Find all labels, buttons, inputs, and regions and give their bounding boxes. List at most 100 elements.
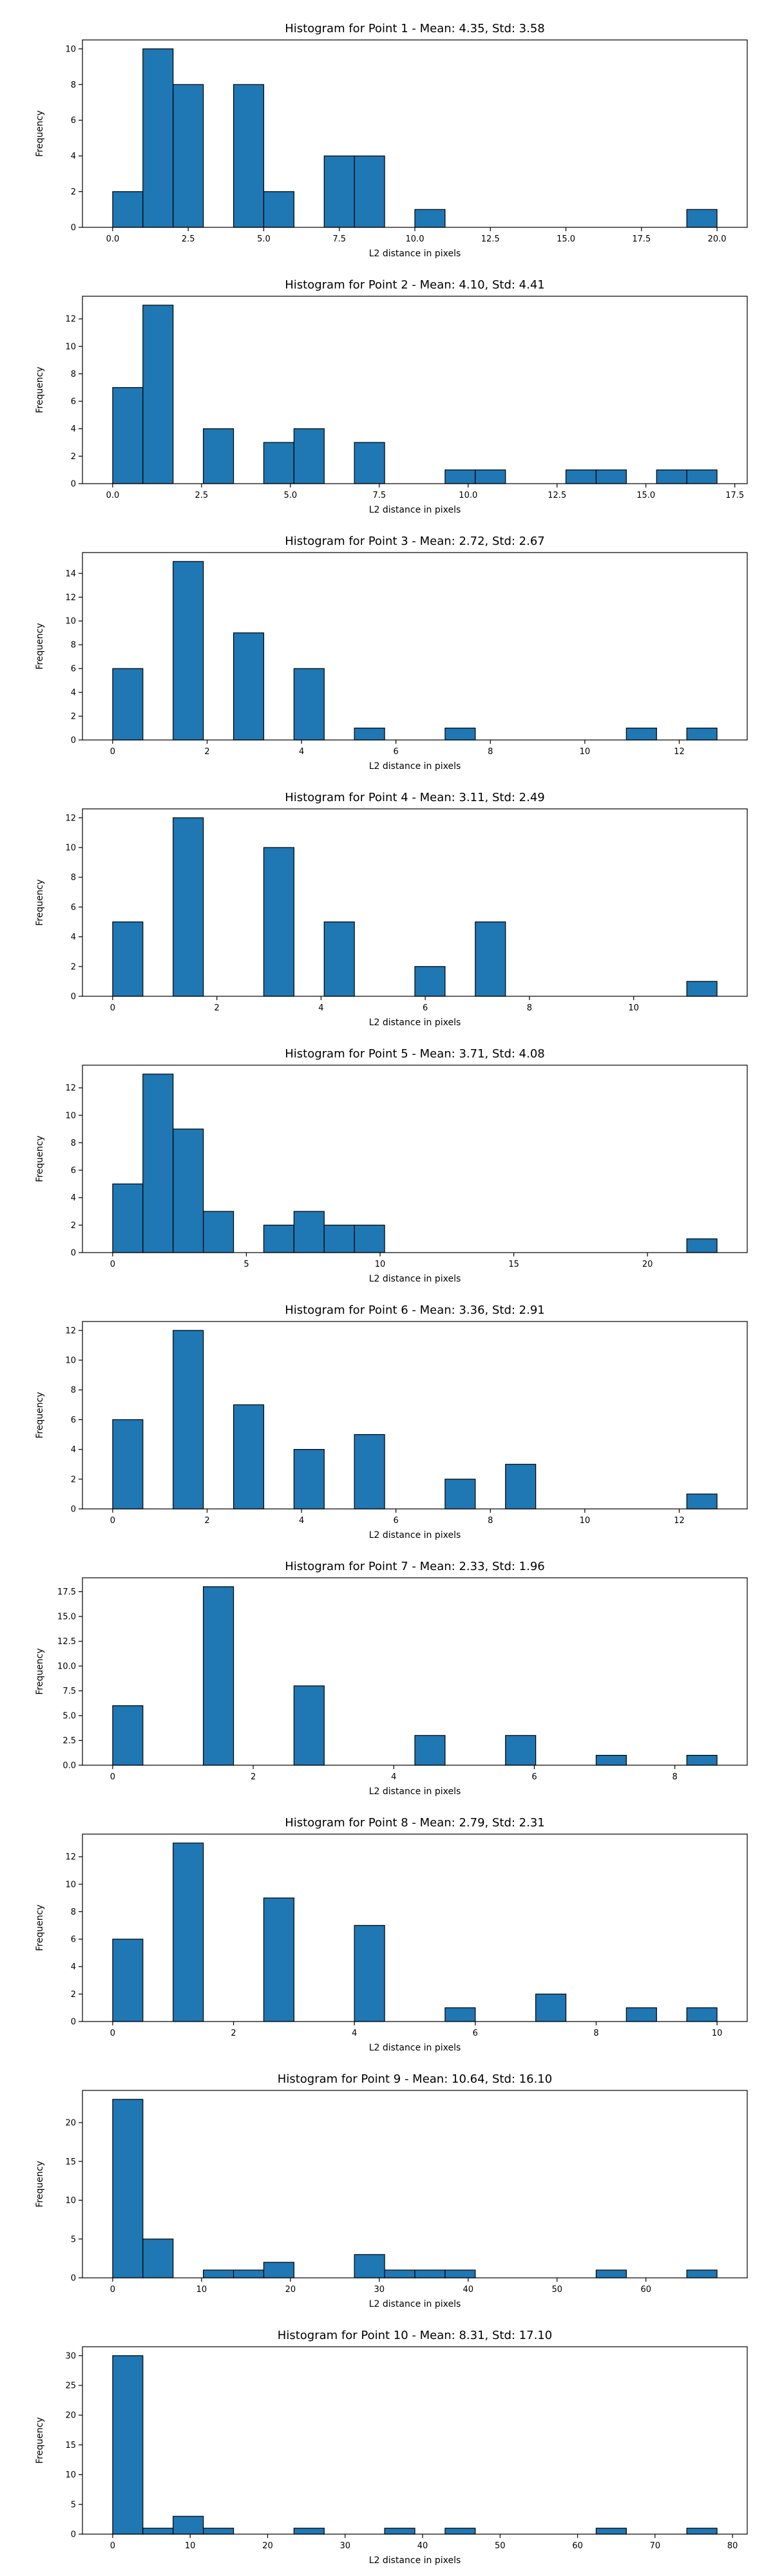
axes-frame <box>82 552 748 741</box>
y-tick-label: 2 <box>71 452 76 462</box>
histogram-bar <box>444 1479 476 1510</box>
y-tick-label: 5 <box>71 2235 76 2244</box>
histogram-panel-8: Histogram for Point 8 - Mean: 2.79, Std:… <box>35 1816 748 2053</box>
x-tick-label: 10 <box>580 1516 591 1526</box>
histogram-bar <box>173 817 204 997</box>
x-axis-label: L2 distance in pixels <box>369 761 461 772</box>
y-tick-label: 8 <box>71 1386 76 1396</box>
x-tick-label: 0 <box>110 2541 115 2551</box>
y-tick-label: 10 <box>65 1356 76 1366</box>
y-tick-label: 8 <box>71 370 76 379</box>
histogram-bar <box>112 2099 144 2278</box>
histogram-bar <box>686 727 718 741</box>
chart-title: Histogram for Point 2 - Mean: 4.10, Std:… <box>285 278 545 292</box>
x-tick-label: 17.5 <box>632 234 651 244</box>
x-axis-label: L2 distance in pixels <box>369 505 461 515</box>
x-tick-label: 5.0 <box>257 234 271 244</box>
histogram-panel-9: Histogram for Point 9 - Mean: 10.64, Std… <box>35 2072 748 2309</box>
y-tick-label: 6 <box>71 116 76 126</box>
y-tick-label: 12 <box>65 813 76 823</box>
y-tick-label: 12.5 <box>57 1637 76 1647</box>
x-tick-label: 40 <box>417 2541 428 2551</box>
histogram-bar <box>595 2269 627 2278</box>
y-tick-label: 2 <box>71 1475 76 1484</box>
y-tick-label: 4 <box>71 152 76 162</box>
x-axis-label: L2 distance in pixels <box>369 1274 461 1284</box>
histogram-bar <box>686 2269 718 2278</box>
histogram-bar <box>625 2007 657 2022</box>
histogram-bar <box>112 387 144 484</box>
histogram-bar <box>203 1211 234 1253</box>
x-tick-label: 6 <box>423 1003 428 1013</box>
histogram-bar <box>203 428 234 484</box>
histogram-bar <box>293 1449 325 1510</box>
x-tick-label: 30 <box>339 2541 350 2551</box>
axes-frame <box>82 808 748 997</box>
axes-frame <box>82 1833 748 2022</box>
x-axis-label: L2 distance in pixels <box>369 2299 461 2309</box>
histogram-bar <box>323 1224 355 1253</box>
x-tick-label: 0 <box>110 1003 115 1013</box>
y-tick-label: 8 <box>71 641 76 650</box>
x-tick-label: 10 <box>196 2285 207 2295</box>
histogram-bar <box>444 2007 476 2022</box>
y-tick-label: 15 <box>65 2441 76 2450</box>
y-tick-label: 0 <box>71 2530 76 2540</box>
x-tick-label: 5.0 <box>284 491 298 500</box>
y-axis-label: Frequency <box>35 1648 45 1694</box>
y-axis-label: Frequency <box>35 1135 45 1182</box>
y-tick-label: 7.5 <box>62 1687 76 1696</box>
y-tick-label: 8 <box>71 80 76 90</box>
histogram-bar <box>233 1404 265 1510</box>
y-tick-label: 8 <box>71 1139 76 1148</box>
histogram-bar <box>142 2528 174 2535</box>
y-tick-label: 4 <box>71 1445 76 1455</box>
histogram-bar <box>354 2254 385 2278</box>
histogram-bar <box>354 1925 385 2022</box>
histogram-bar <box>323 155 355 228</box>
x-tick-label: 8 <box>488 1516 493 1526</box>
histogram-bar <box>414 209 446 228</box>
histogram-bar <box>263 847 294 997</box>
y-tick-label: 4 <box>71 933 76 942</box>
x-tick-label: 10.0 <box>406 234 425 244</box>
x-tick-label: 12 <box>674 1516 685 1526</box>
axes-frame <box>82 2090 748 2278</box>
histogram-bar <box>203 2528 234 2535</box>
histogram-bar <box>686 469 718 484</box>
histogram-bar <box>686 981 718 997</box>
y-tick-label: 0 <box>71 736 76 746</box>
chart-title: Histogram for Point 9 - Mean: 10.64, Std… <box>278 2072 552 2086</box>
x-tick-label: 2 <box>251 1772 256 1782</box>
y-tick-label: 12 <box>65 315 76 325</box>
histogram-bar <box>112 191 144 228</box>
x-tick-label: 4 <box>299 747 304 757</box>
histogram-panel-7: Histogram for Point 7 - Mean: 2.33, Std:… <box>35 1560 748 1797</box>
x-tick-label: 30 <box>374 2285 385 2295</box>
histogram-bar <box>112 1183 144 1253</box>
x-axis-label: L2 distance in pixels <box>369 1530 461 1540</box>
histogram-bar <box>263 191 294 228</box>
histogram-bar <box>173 1842 204 2022</box>
x-tick-label: 2.5 <box>182 234 195 244</box>
histogram-bar <box>293 2528 325 2535</box>
x-axis-label: L2 distance in pixels <box>369 1018 461 1028</box>
histogram-bar <box>112 1705 144 1766</box>
x-tick-label: 20.0 <box>708 234 727 244</box>
histogram-bar <box>233 632 265 741</box>
y-tick-label: 6 <box>71 397 76 407</box>
histogram-bar <box>233 84 265 228</box>
x-tick-label: 6 <box>473 2029 478 2038</box>
x-tick-label: 80 <box>727 2541 738 2551</box>
y-axis-label: Frequency <box>35 879 45 925</box>
x-tick-label: 4 <box>391 1772 396 1782</box>
axes-frame <box>82 296 748 484</box>
histogram-panel-1: Histogram for Point 1 - Mean: 4.35, Std:… <box>35 22 748 259</box>
chart-title: Histogram for Point 7 - Mean: 2.33, Std:… <box>285 1560 545 1573</box>
x-tick-label: 15.0 <box>636 491 655 500</box>
y-tick-label: 6 <box>71 1416 76 1425</box>
x-tick-label: 10.0 <box>459 491 477 500</box>
x-tick-label: 6 <box>394 747 399 757</box>
y-tick-label: 12 <box>65 593 76 603</box>
y-tick-label: 2 <box>71 712 76 722</box>
